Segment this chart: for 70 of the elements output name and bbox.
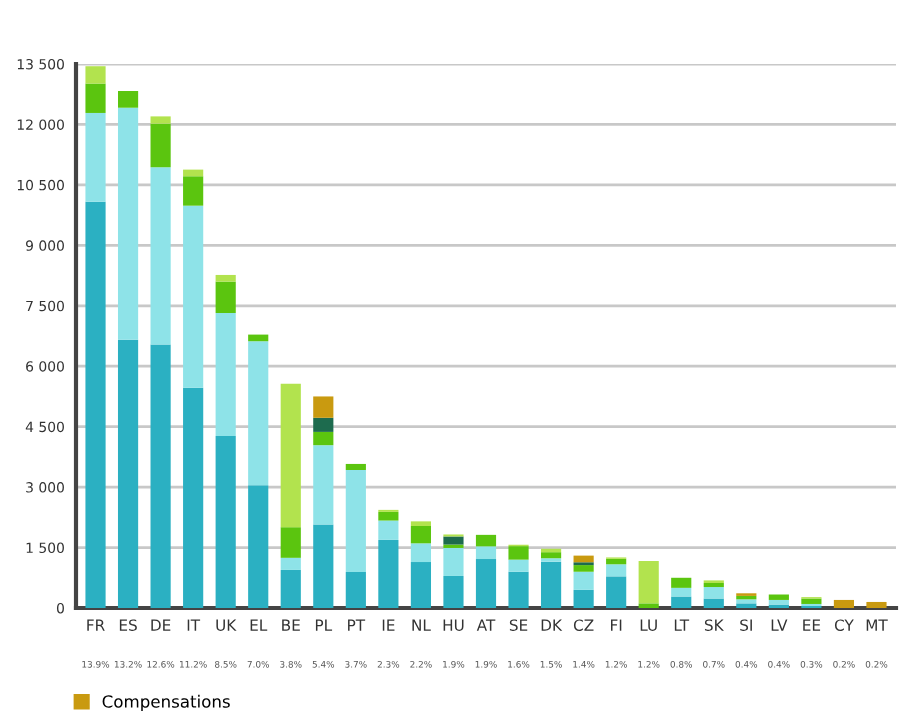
bar bbox=[443, 536, 464, 545]
bar bbox=[248, 485, 269, 608]
bar bbox=[345, 469, 366, 572]
bar bbox=[475, 559, 497, 608]
bar bbox=[150, 116, 171, 124]
bar bbox=[703, 587, 724, 599]
bar bbox=[508, 571, 529, 608]
bar bbox=[671, 587, 692, 597]
bar bbox=[183, 176, 204, 206]
bar bbox=[606, 564, 627, 577]
bar bbox=[866, 601, 887, 608]
bar bbox=[410, 526, 432, 544]
bar bbox=[410, 543, 432, 563]
bar bbox=[215, 313, 236, 436]
bar bbox=[313, 417, 334, 432]
bar bbox=[150, 167, 171, 345]
bar bbox=[248, 334, 269, 342]
bar bbox=[313, 445, 334, 525]
bar bbox=[606, 576, 627, 608]
bar bbox=[280, 527, 301, 558]
bar bbox=[638, 561, 659, 604]
bar bbox=[833, 599, 855, 608]
bar bbox=[573, 589, 594, 608]
bar bbox=[117, 107, 139, 340]
bar bbox=[117, 91, 139, 108]
bar bbox=[801, 598, 822, 604]
bar bbox=[410, 562, 432, 608]
bar bbox=[215, 281, 236, 314]
bar bbox=[573, 565, 594, 572]
bar bbox=[85, 83, 106, 113]
bar bbox=[313, 524, 334, 608]
bar bbox=[280, 569, 301, 608]
bar bbox=[183, 387, 204, 608]
bar bbox=[573, 555, 594, 563]
legend-label: Compensations bbox=[102, 694, 230, 711]
bar bbox=[573, 571, 594, 590]
bar bbox=[85, 66, 106, 84]
bar bbox=[345, 571, 366, 608]
bar bbox=[183, 169, 204, 177]
bar bbox=[606, 558, 627, 565]
bar bbox=[475, 534, 497, 547]
bar bbox=[540, 552, 562, 559]
bar bbox=[248, 341, 269, 486]
bar bbox=[671, 577, 692, 588]
bar bbox=[508, 546, 529, 560]
bar bbox=[378, 539, 399, 608]
bar bbox=[150, 123, 171, 168]
bar bbox=[313, 431, 334, 446]
bar bbox=[117, 339, 139, 608]
bar bbox=[475, 546, 497, 560]
bar bbox=[443, 547, 464, 576]
bar bbox=[768, 599, 789, 605]
bar bbox=[378, 511, 399, 521]
bar bbox=[215, 435, 236, 608]
bar bbox=[150, 344, 171, 608]
bar bbox=[378, 520, 399, 540]
bar bbox=[768, 594, 789, 600]
bar bbox=[345, 463, 366, 470]
bar bbox=[215, 274, 236, 282]
bar bbox=[703, 598, 724, 608]
bar bbox=[280, 557, 301, 570]
bar bbox=[183, 205, 204, 388]
bar bbox=[85, 201, 106, 608]
bar bbox=[443, 575, 464, 608]
bar bbox=[85, 112, 106, 202]
bar bbox=[508, 559, 529, 572]
bar bbox=[280, 383, 301, 528]
bar bbox=[540, 561, 562, 608]
bar bbox=[313, 396, 334, 418]
bar bbox=[671, 596, 692, 608]
